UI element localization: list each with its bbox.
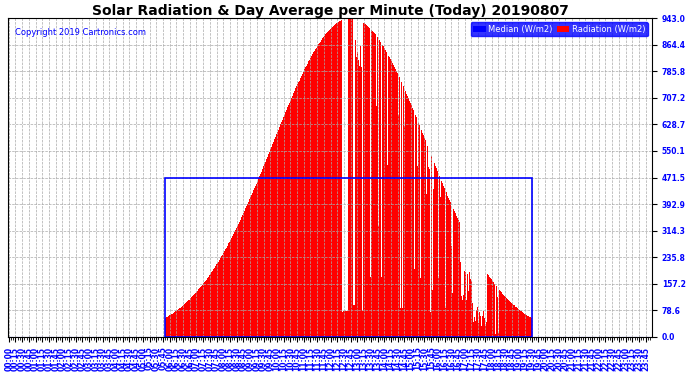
Text: Copyright 2019 Cartronics.com: Copyright 2019 Cartronics.com	[14, 28, 146, 37]
Title: Solar Radiation & Day Average per Minute (Today) 20190807: Solar Radiation & Day Average per Minute…	[92, 4, 569, 18]
Legend: Median (W/m2), Radiation (W/m2): Median (W/m2), Radiation (W/m2)	[471, 22, 648, 36]
Bar	[165, 177, 532, 337]
